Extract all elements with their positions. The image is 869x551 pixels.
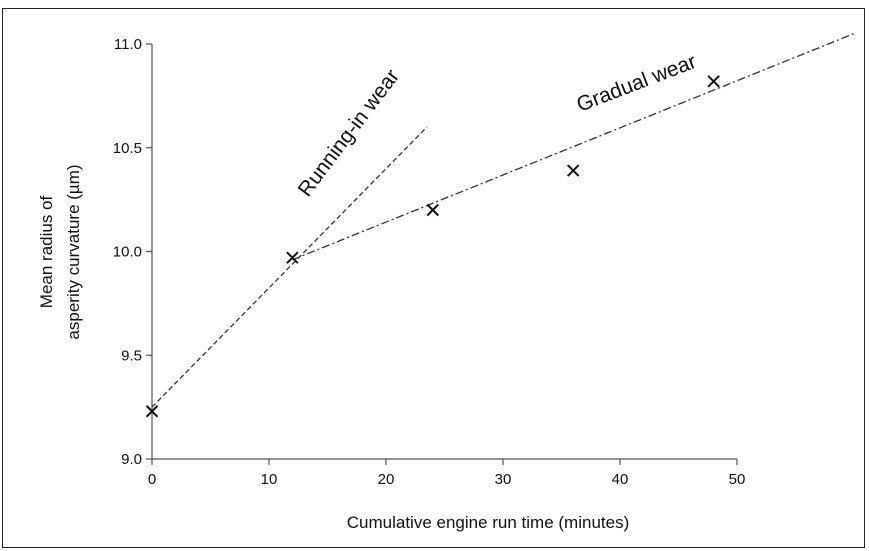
marker-stroke	[286, 251, 299, 264]
chart-frame	[2, 8, 865, 548]
annotations: Running-in wear Gradual wear	[294, 50, 700, 201]
x-tick-label: 50	[729, 471, 746, 488]
data-points	[145, 75, 720, 418]
y-tick-label: 10.0	[113, 244, 142, 261]
x-tick-label: 0	[148, 471, 156, 488]
gradual-wear-line	[292, 33, 855, 261]
marker-stroke	[707, 75, 720, 88]
marker-stroke	[145, 405, 159, 418]
marker-stroke	[566, 164, 580, 177]
data-point-marker	[707, 75, 720, 88]
y-tick-label: 11.0	[114, 36, 142, 53]
x-tick-label: 10	[261, 471, 278, 488]
y-tick-label: 9.5	[121, 347, 142, 364]
x-axis-label: Cumulative engine run time (minutes)	[347, 513, 630, 532]
trend-lines	[151, 33, 855, 408]
x-tick-label: 20	[378, 471, 395, 488]
running-in-wear-line	[151, 126, 428, 408]
axes	[146, 43, 738, 465]
data-point-marker	[286, 251, 299, 264]
data-point-marker	[145, 405, 159, 418]
y-axis-label-line2: asperity curvature (µm)	[64, 164, 83, 339]
y-tick-label: 9.0	[121, 451, 142, 468]
x-tick-label: 30	[495, 471, 512, 488]
y-axis-label-line1: Mean radius of	[37, 195, 56, 308]
data-point-marker	[566, 164, 580, 177]
gradual-wear-label: Gradual wear	[574, 50, 700, 117]
marker-stroke	[426, 203, 440, 217]
y-tick-label: 10.5	[113, 140, 142, 157]
tick-labels: 0 10 20 30 40 50 9.0 9.5 10.0 10.5 11.0	[113, 36, 746, 488]
x-tick-label: 40	[612, 471, 629, 488]
data-point-marker	[426, 203, 440, 217]
running-in-wear-label: Running-in wear	[294, 65, 404, 201]
